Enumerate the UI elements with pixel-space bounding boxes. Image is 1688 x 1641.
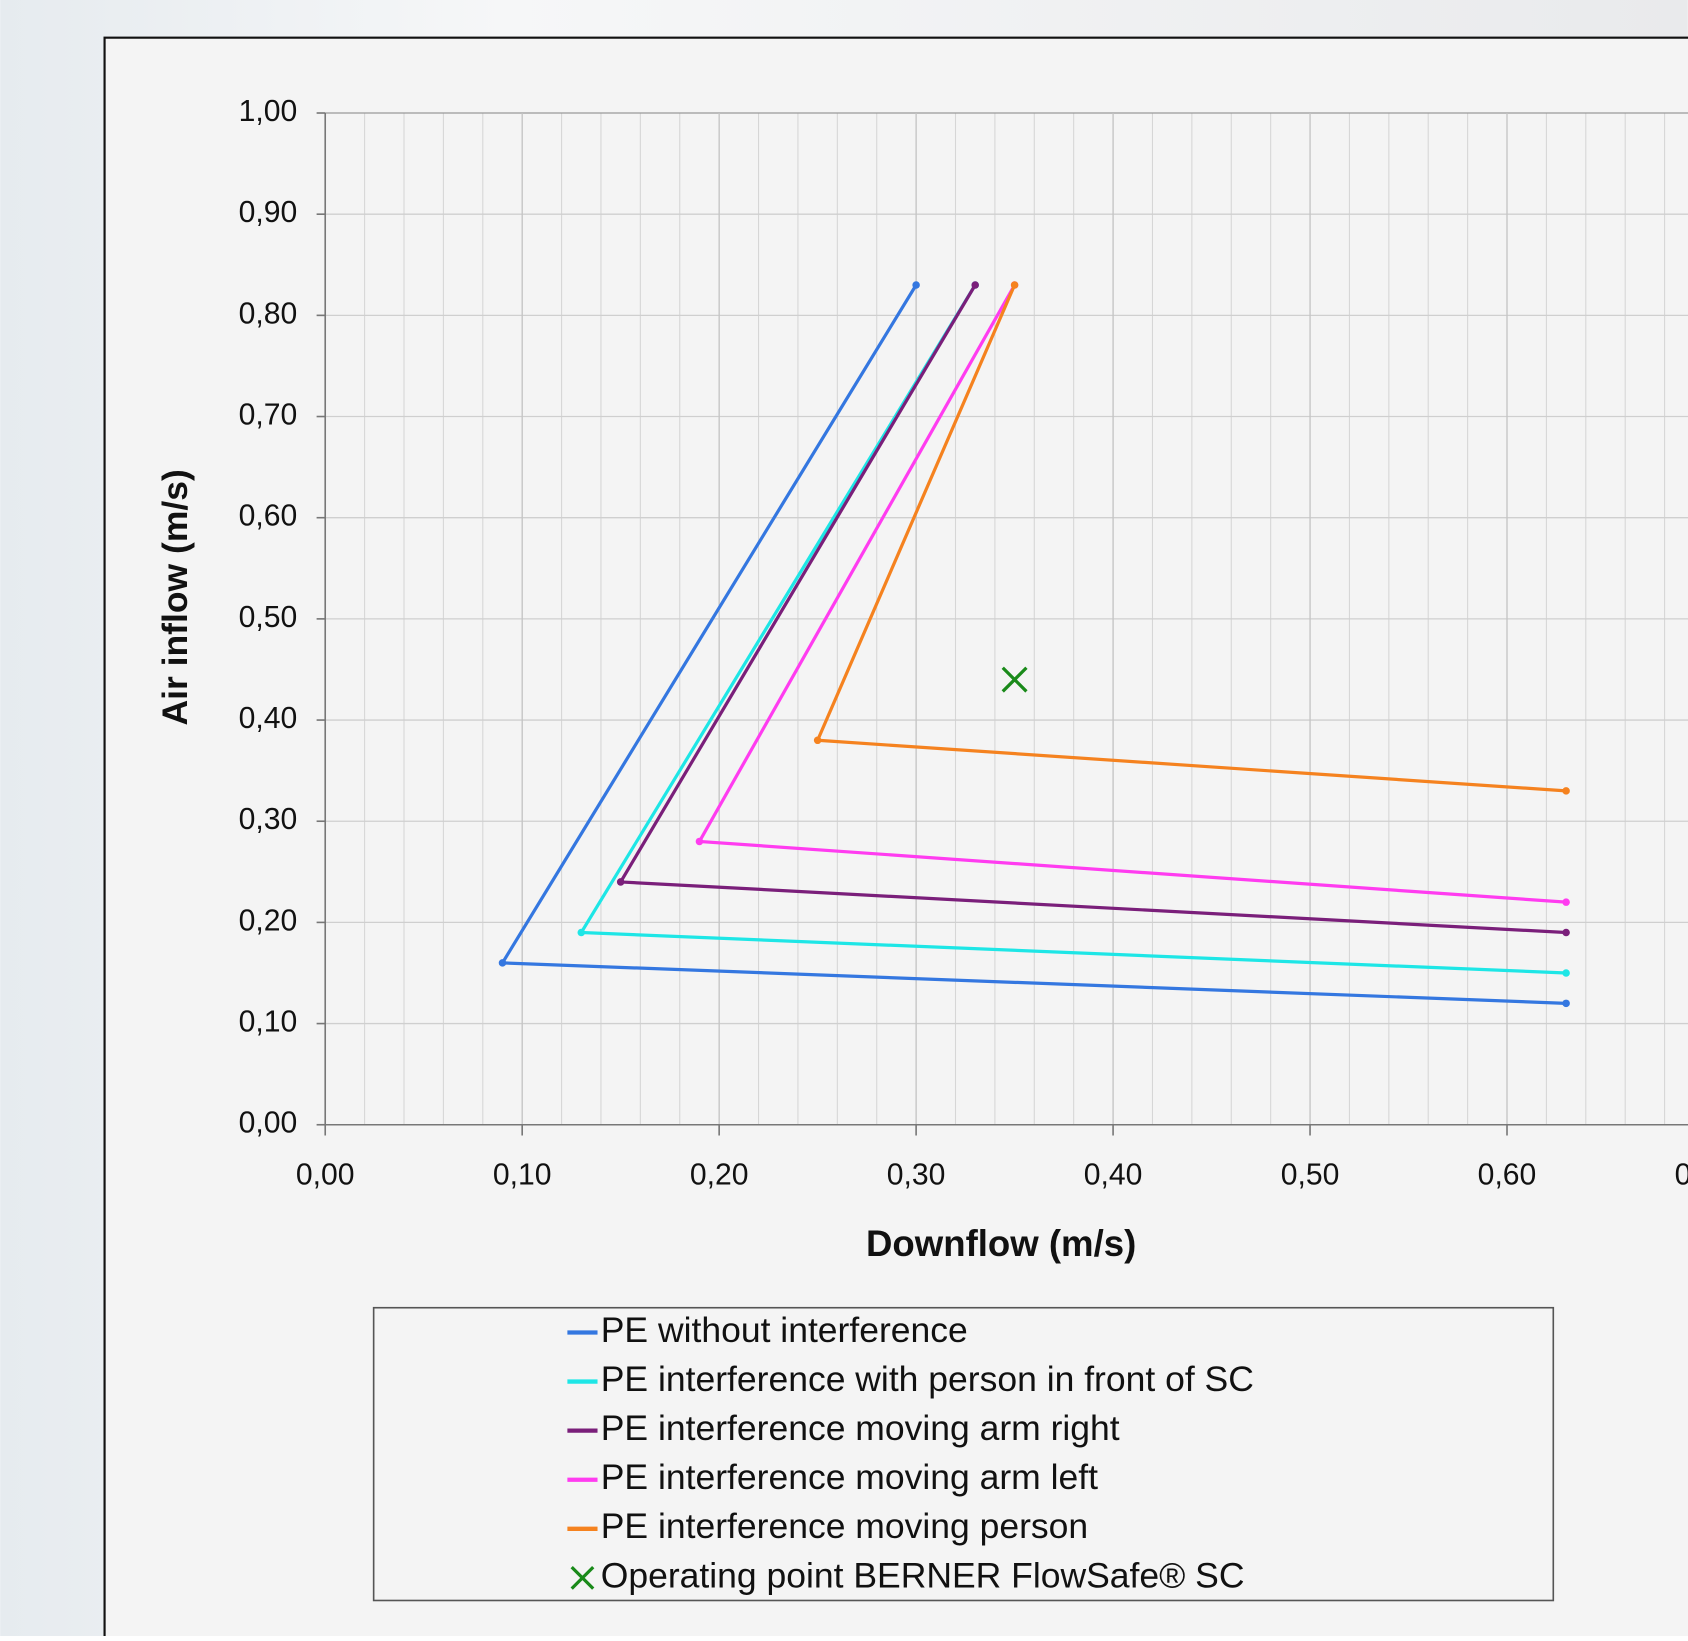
point-marker xyxy=(1562,898,1570,906)
y-tick-label: 0,80 xyxy=(239,297,298,330)
legend-label: PE interference moving person xyxy=(601,1506,1088,1546)
y-tick-label: 0,50 xyxy=(239,601,298,634)
y-tick-label: 0,60 xyxy=(239,500,298,533)
y-tick-label: 0,40 xyxy=(239,702,298,735)
point-marker xyxy=(814,737,822,745)
x-tick-label: 0,60 xyxy=(1478,1158,1537,1191)
x-axis-label: Downflow (m/s) xyxy=(866,1223,1136,1264)
legend-label: PE without interference xyxy=(601,1310,968,1350)
y-tick-label: 0,00 xyxy=(239,1107,298,1140)
point-marker xyxy=(912,281,920,289)
chart: Air inflow (m/s) Downflow (m/s) 0,00 0,10… xyxy=(0,0,1688,1636)
y-axis-label: Air inflow (m/s) xyxy=(155,469,195,725)
legend-label: Operating point BERNER FlowSafe® SC xyxy=(601,1555,1245,1595)
legend-label: PE interference moving arm left xyxy=(601,1457,1098,1497)
point-marker xyxy=(1562,787,1570,795)
point-marker xyxy=(499,959,507,967)
legend-label: PE interference moving arm right xyxy=(601,1408,1120,1448)
y-tick-label: 1,00 xyxy=(239,95,298,128)
x-tick-label: 0,00 xyxy=(296,1158,355,1191)
point-marker xyxy=(1562,1000,1570,1008)
page: Air inflow (m/s) Downflow (m/s) 0,00 0,10… xyxy=(0,0,1688,1636)
point-marker xyxy=(971,281,979,289)
x-tick-label: 0,20 xyxy=(690,1158,749,1191)
x-tick-label: 0,50 xyxy=(1281,1158,1340,1191)
y-tick-label: 0,70 xyxy=(239,398,298,431)
legend-label: PE interference with person in front of … xyxy=(601,1359,1254,1399)
point-marker xyxy=(1011,281,1019,289)
x-tick-label: 0,10 xyxy=(493,1158,552,1191)
x-tick-label: 0,40 xyxy=(1084,1158,1143,1191)
point-marker xyxy=(578,929,586,937)
y-tick-label: 0,20 xyxy=(239,904,298,937)
x-tick-label: 0,70 xyxy=(1675,1158,1688,1191)
point-marker xyxy=(1562,969,1570,977)
point-marker xyxy=(1562,929,1570,937)
y-tick-label: 0,10 xyxy=(239,1006,298,1039)
y-tick-label: 0,30 xyxy=(239,803,298,836)
point-marker xyxy=(696,838,704,846)
x-tick-label: 0,30 xyxy=(887,1158,946,1191)
point-marker xyxy=(617,878,625,886)
y-tick-label: 0,90 xyxy=(239,196,298,229)
